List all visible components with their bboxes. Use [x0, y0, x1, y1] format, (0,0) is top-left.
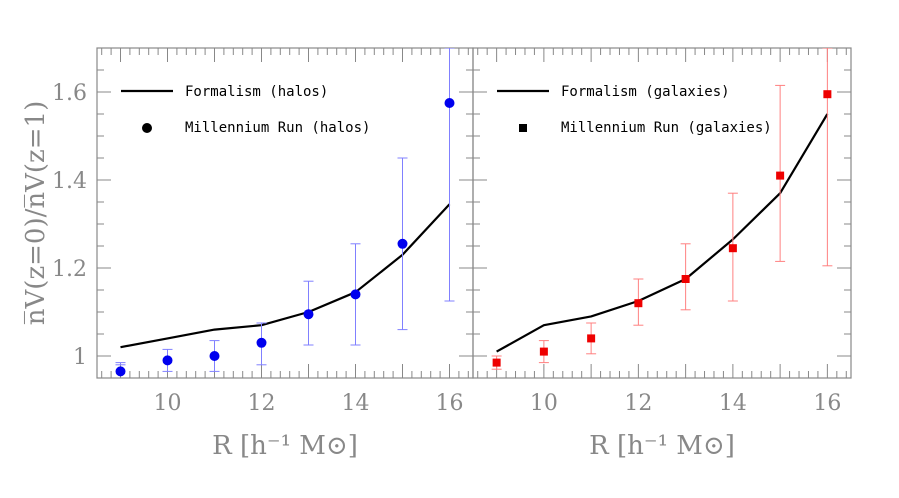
x-tick-label: 12: [248, 391, 276, 416]
legend-label: Millennium Run (halos): [185, 120, 370, 136]
panel-halos: 10 12 14 16 1 1.2 1.4 1.6 R [h⁻¹ M⊙] Formalism (h…: [52, 47, 474, 461]
series-line: [496, 113, 829, 353]
y-tick-label: 1.6: [52, 81, 87, 106]
plot-frame: [472, 47, 852, 379]
legend: Formalism (galaxies) Millennium Run (gala…: [497, 84, 772, 136]
data-point: [539, 347, 548, 356]
data-point: [444, 98, 455, 108]
data-point: [350, 289, 361, 300]
plot-area: [491, 48, 833, 370]
data-point: [634, 299, 643, 308]
legend-circle-swatch: [142, 123, 152, 133]
data-point: [209, 351, 220, 361]
x-tick-label: 16: [813, 391, 841, 416]
x-tick-label: 10: [530, 391, 558, 416]
series-line: [120, 203, 451, 349]
data-point: [303, 309, 314, 320]
legend-label: Millennium Run (galaxies): [561, 120, 772, 136]
error-bar: [822, 48, 833, 267]
data-point: [492, 358, 501, 367]
legend-label: Formalism (halos): [185, 84, 328, 100]
legend-square-swatch: [519, 124, 527, 132]
y-tick-label: 1.2: [52, 257, 87, 282]
panel-galaxies: 10 12 14 16 R [h⁻¹ M⊙] Formalism (galaxies) Mi…: [472, 47, 852, 461]
plot-area: [115, 48, 455, 377]
data-point: [397, 238, 408, 249]
data-point: [115, 366, 126, 377]
error-bar: [444, 48, 455, 302]
legend-label: Formalism (galaxies): [561, 84, 730, 100]
x-tick-label: 10: [154, 391, 182, 416]
data-point: [256, 337, 267, 348]
data-point: [776, 171, 785, 180]
x-tick-label: 16: [436, 391, 464, 416]
data-point: [162, 355, 173, 366]
data-point: [681, 275, 690, 283]
x-axis-title: R [h⁻¹ M⊙]: [212, 431, 358, 461]
legend: Formalism (halos) Millennium Run (halos): [121, 84, 370, 136]
data-point: [728, 244, 737, 253]
data-point: [823, 90, 832, 99]
y-tick-label: 1.4: [52, 169, 87, 194]
x-tick-label: 12: [624, 391, 652, 416]
y-axis-title: n̅V(z=0)/n̅V(z=1): [21, 101, 51, 325]
x-axis-title: R [h⁻¹ M⊙]: [589, 431, 735, 461]
error-bar: [115, 362, 126, 366]
y-tick-label: 1: [73, 345, 87, 370]
x-tick-label: 14: [342, 391, 370, 416]
x-tick-label: 14: [719, 391, 747, 416]
data-point: [587, 334, 596, 343]
